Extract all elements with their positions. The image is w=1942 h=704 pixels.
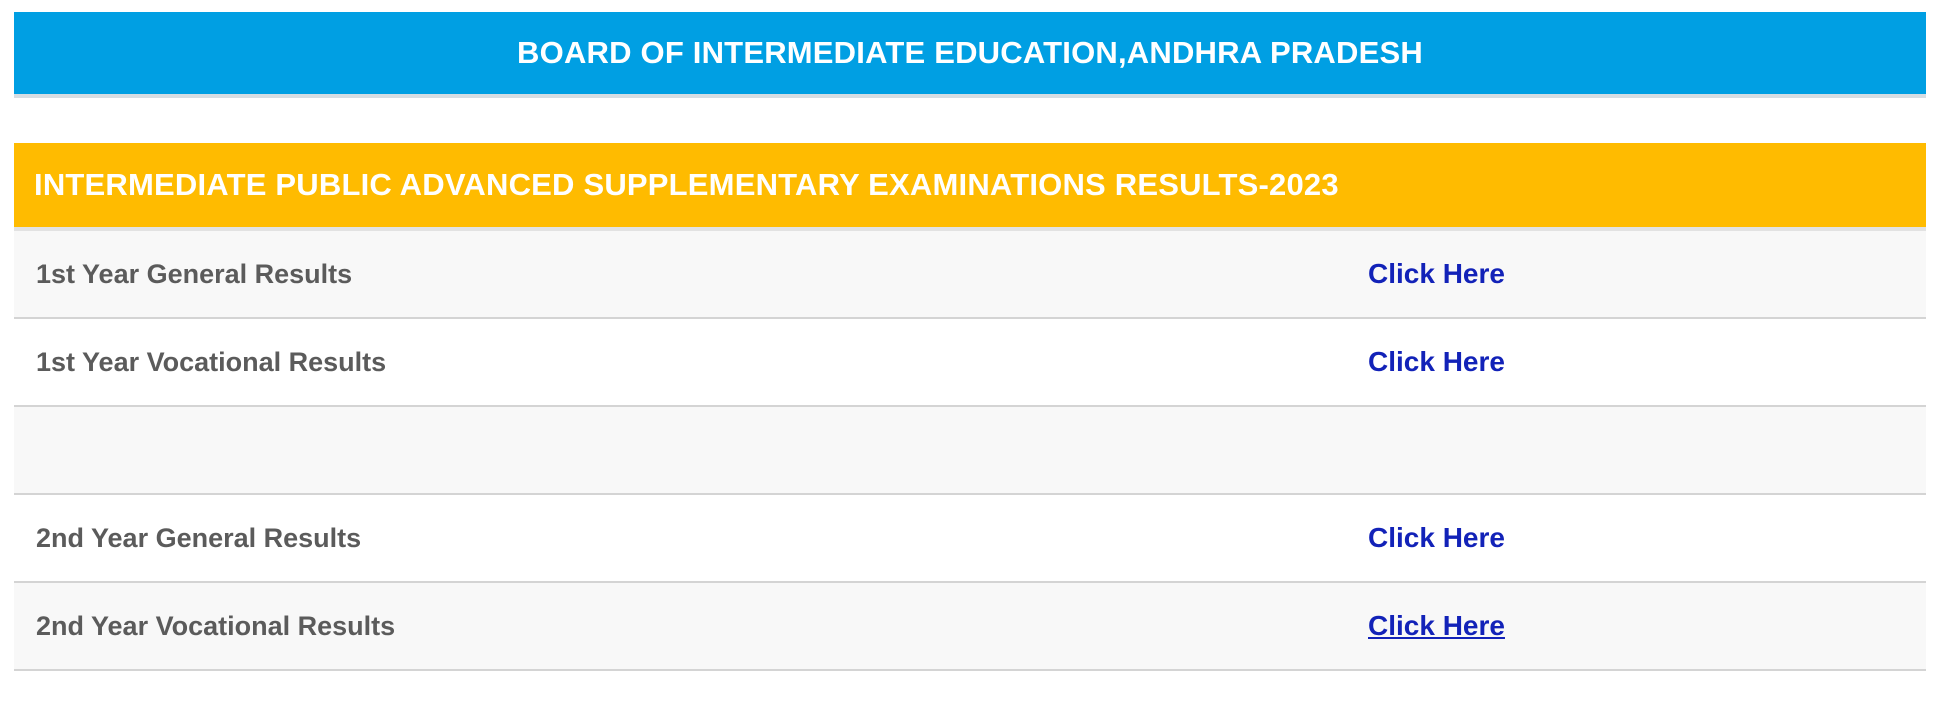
result-row-1st-year-vocational: 1st Year Vocational Results Click Here (14, 319, 1926, 407)
board-title: BOARD OF INTERMEDIATE EDUCATION,ANDHRA P… (517, 35, 1423, 70)
row-label: 1st Year Vocational Results (36, 346, 387, 377)
result-row-2nd-year-general: 2nd Year General Results Click Here (14, 495, 1926, 583)
panel-heading: INTERMEDIATE PUBLIC ADVANCED SUPPLEMENTA… (14, 143, 1926, 231)
row-label: 1st Year General Results (36, 258, 353, 289)
results-panel: INTERMEDIATE PUBLIC ADVANCED SUPPLEMENTA… (14, 143, 1926, 671)
click-here-link[interactable]: Click Here (1368, 346, 1505, 377)
click-here-link[interactable]: Click Here (1368, 258, 1505, 289)
row-label: 2nd Year General Results (36, 522, 362, 553)
result-row-empty (14, 407, 1926, 495)
top-banner: BOARD OF INTERMEDIATE EDUCATION,ANDHRA P… (14, 12, 1926, 98)
result-row-2nd-year-vocational: 2nd Year Vocational Results Click Here (14, 583, 1926, 671)
click-here-link[interactable]: Click Here (1368, 610, 1505, 641)
result-row-1st-year-general: 1st Year General Results Click Here (14, 231, 1926, 319)
row-label: 2nd Year Vocational Results (36, 610, 396, 641)
click-here-link[interactable]: Click Here (1368, 522, 1505, 553)
panel-heading-title: INTERMEDIATE PUBLIC ADVANCED SUPPLEMENTA… (34, 167, 1339, 202)
